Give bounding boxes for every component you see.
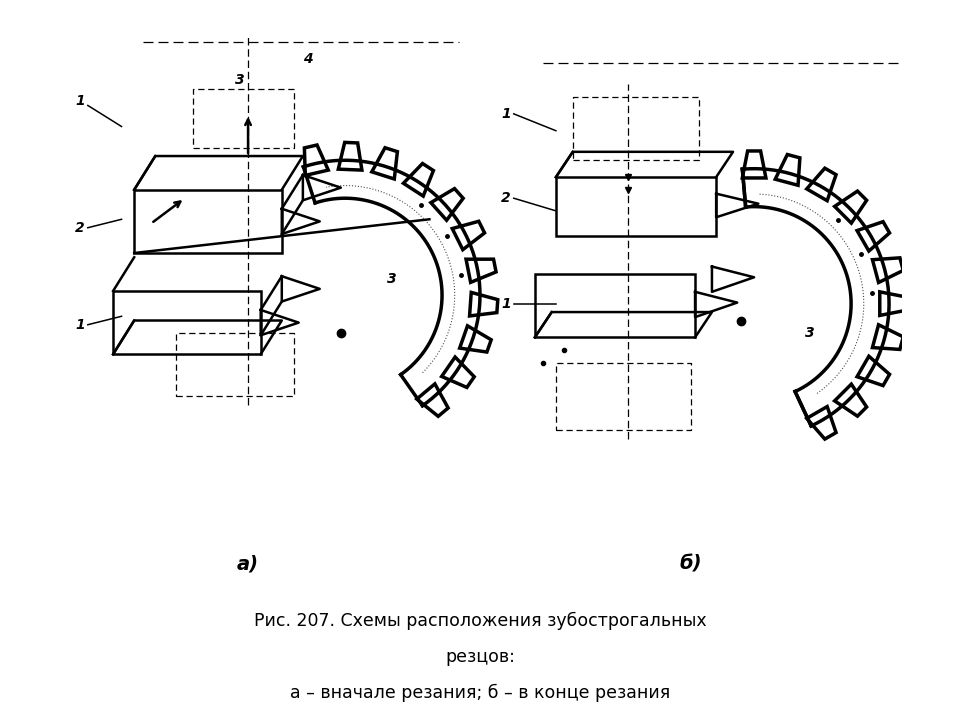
Text: 4: 4 <box>303 53 313 66</box>
Text: 1: 1 <box>501 297 511 311</box>
Text: а – вначале резания; б – в конце резания: а – вначале резания; б – в конце резания <box>290 684 670 703</box>
Text: 2: 2 <box>75 221 84 235</box>
Text: резцов:: резцов: <box>445 649 515 667</box>
Text: а): а) <box>237 554 259 573</box>
Text: 3: 3 <box>804 326 814 341</box>
Text: 2: 2 <box>501 192 511 205</box>
Text: б): б) <box>680 554 702 573</box>
Text: Рис. 207. Схемы расположения зубострогальных: Рис. 207. Схемы расположения зубострогал… <box>253 612 707 631</box>
Text: 3: 3 <box>387 271 396 286</box>
Text: 1: 1 <box>75 318 84 332</box>
Text: 1: 1 <box>501 107 511 121</box>
Text: 1: 1 <box>75 94 84 109</box>
Text: 3: 3 <box>235 73 245 87</box>
